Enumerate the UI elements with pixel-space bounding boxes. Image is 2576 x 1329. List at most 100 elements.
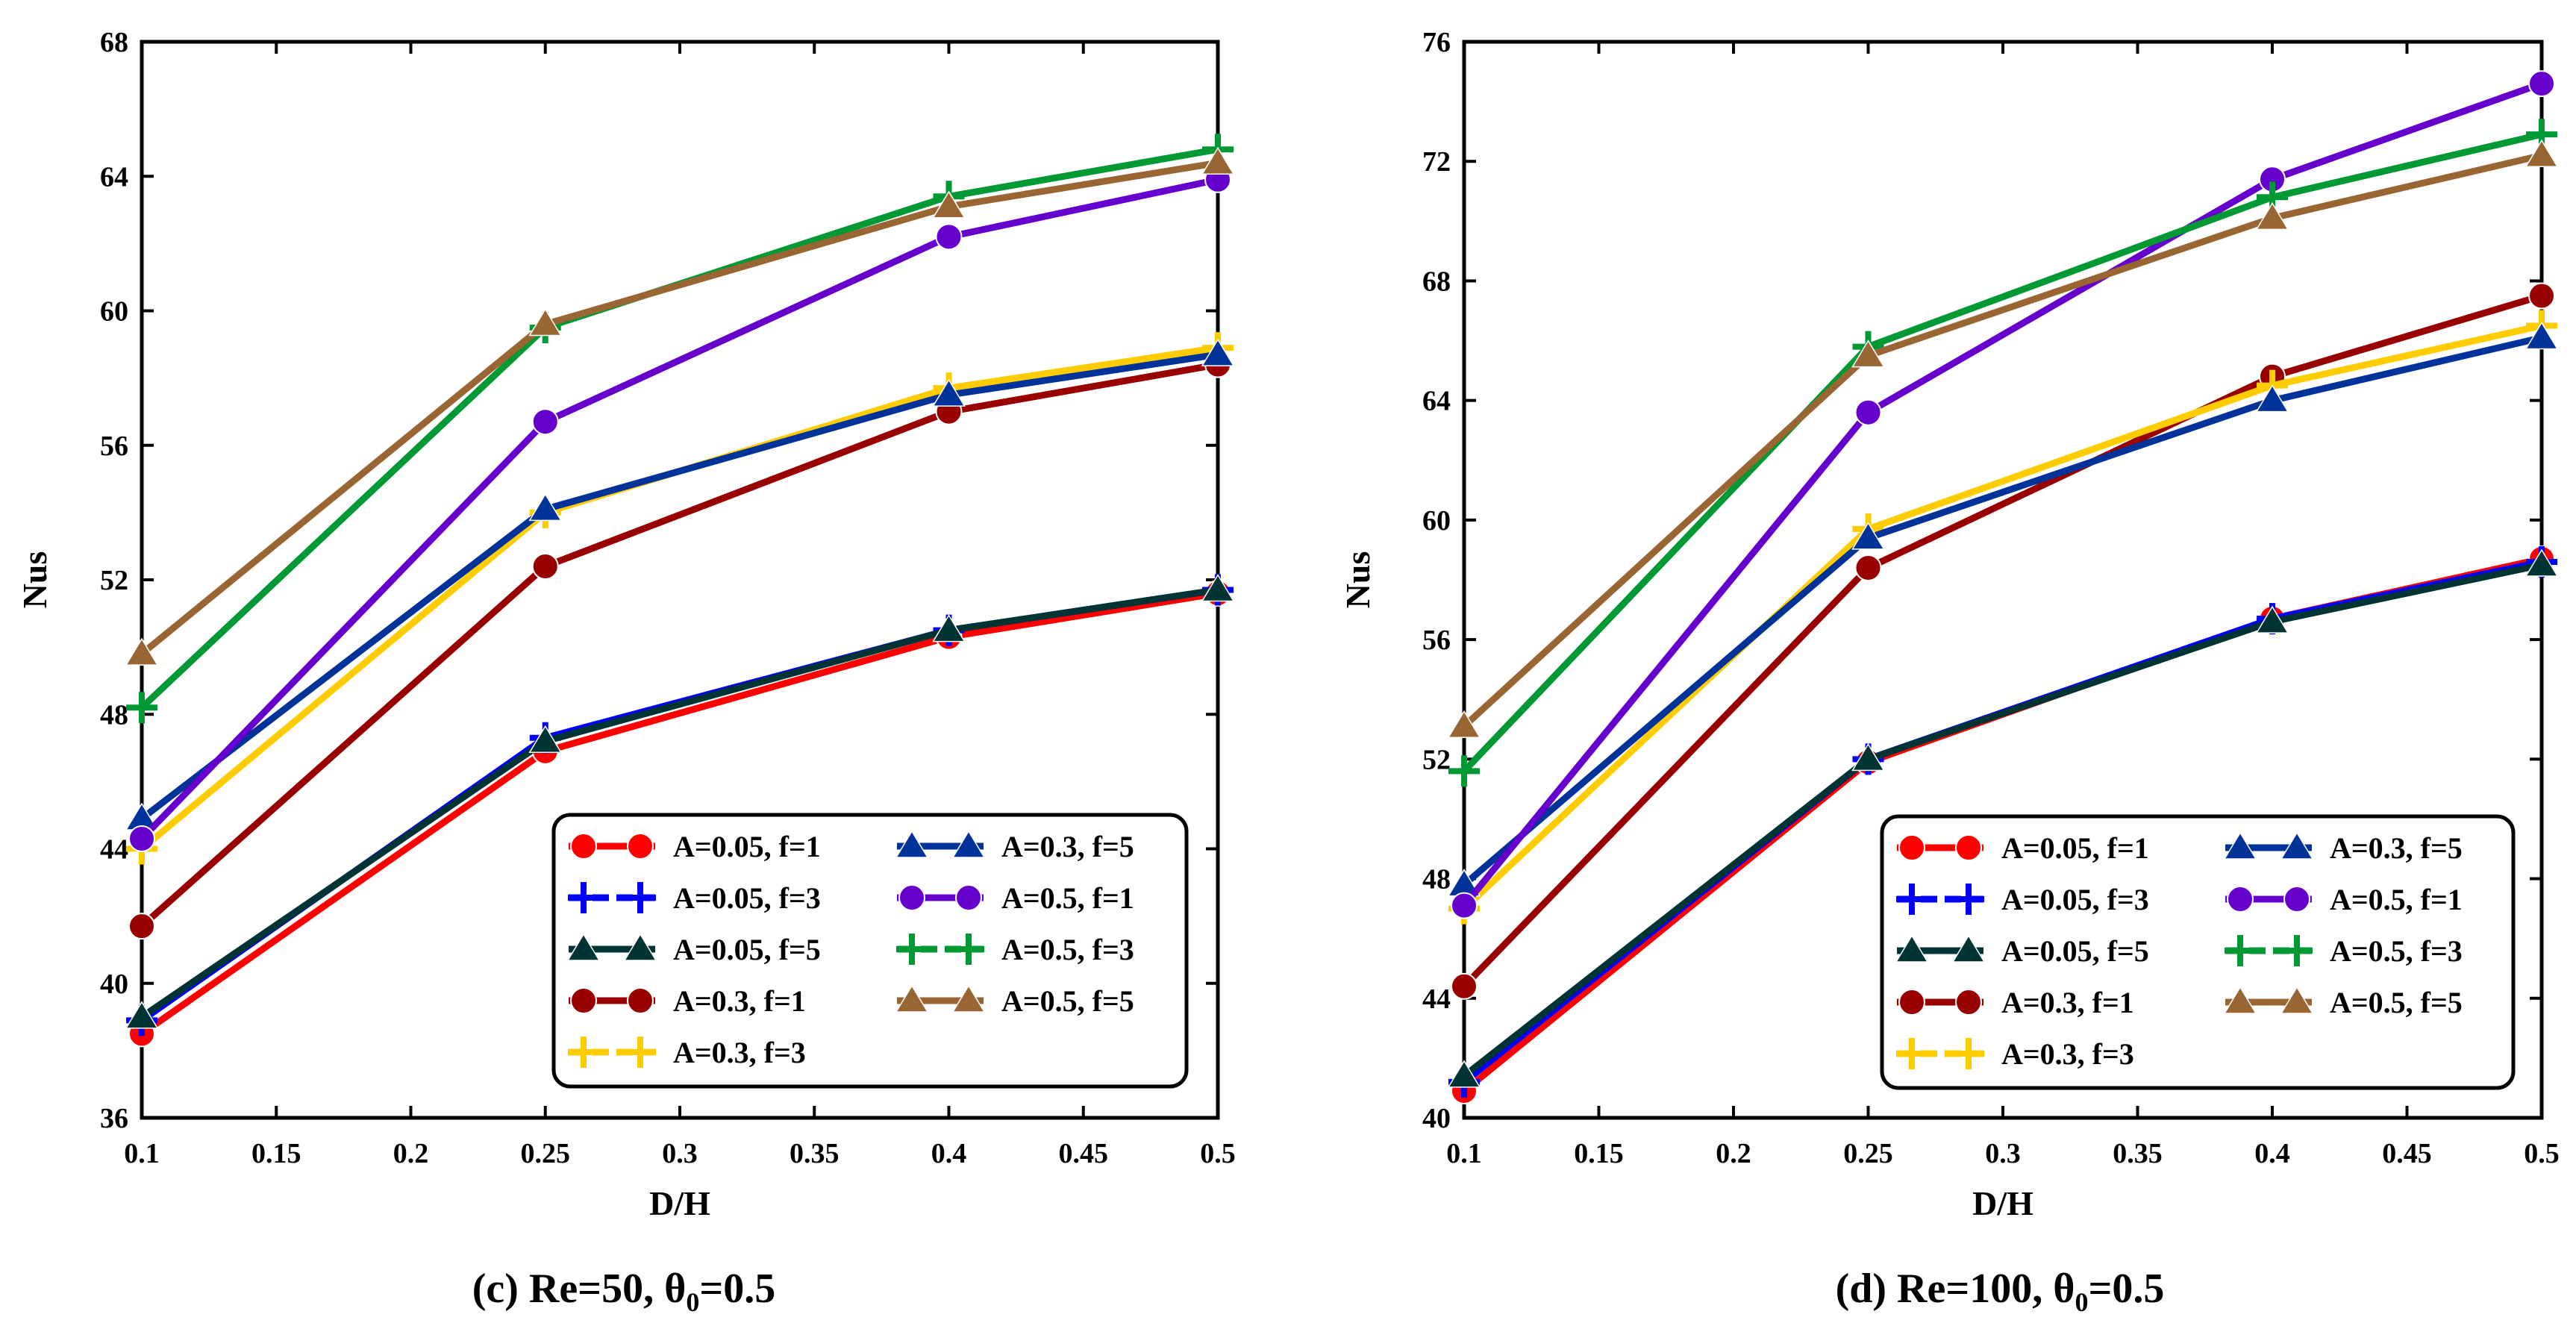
data-point-triangle bbox=[2525, 548, 2559, 577]
legend-label: A=0.5, f=3 bbox=[2330, 934, 2463, 968]
series-6 bbox=[128, 166, 1231, 852]
data-point-triangle bbox=[932, 614, 966, 642]
y-tick-label: 56 bbox=[100, 431, 128, 462]
legend-entry: A=0.3, f=5 bbox=[2223, 831, 2463, 865]
x-tick-label: 0.2 bbox=[1716, 1138, 1751, 1169]
legend-marker-triangle bbox=[2280, 831, 2314, 860]
data-point-circle bbox=[2528, 282, 2555, 310]
data-point-triangle bbox=[2255, 605, 2289, 634]
x-tick-label: 0.1 bbox=[1446, 1138, 1482, 1169]
y-tick-label: 56 bbox=[1422, 625, 1451, 656]
legend-entry: A=0.5, f=1 bbox=[2225, 883, 2463, 916]
legend-entry: A=0.05, f=3 bbox=[568, 881, 821, 915]
y-tick-label: 60 bbox=[100, 296, 128, 328]
legend-label: A=0.05, f=3 bbox=[673, 881, 821, 915]
chart-panel-d: 40 44 48 52 56 60 64 68 72 76 0.1 0.15 0.2 0.25 0.3 0.3… bbox=[1339, 27, 2560, 1317]
series-6 bbox=[1451, 70, 2555, 919]
data-point-circle bbox=[1854, 398, 1882, 426]
series-line bbox=[138, 361, 1222, 930]
legend-marker-triangle bbox=[623, 933, 657, 961]
legend-entry: A=0.3, f=3 bbox=[568, 1036, 806, 1069]
data-point-circle bbox=[531, 552, 559, 580]
legend-marker-circle bbox=[1898, 989, 1925, 1016]
legend-entry: A=0.3, f=1 bbox=[569, 984, 806, 1018]
y-tick-label: 48 bbox=[100, 699, 128, 731]
x-tick-label: 0.45 bbox=[1059, 1138, 1109, 1169]
legend-label: A=0.3, f=3 bbox=[673, 1036, 806, 1069]
legend-marker-triangle bbox=[1895, 934, 1929, 963]
data-point-circle bbox=[1451, 892, 1478, 919]
series-line bbox=[1460, 322, 2545, 913]
chart-panel-c: 36 40 44 48 52 56 60 64 68 0.1 0.15 0.2 0.25 0.3 0.35 0… bbox=[16, 27, 1236, 1317]
legend-entry: A=0.3, f=1 bbox=[1897, 986, 2134, 1019]
series-line bbox=[138, 146, 1222, 711]
y-tick-label: 72 bbox=[1422, 146, 1451, 178]
series-8 bbox=[1447, 139, 2559, 739]
legend-marker-triangle bbox=[895, 984, 929, 1013]
series-5 bbox=[1447, 322, 2559, 897]
x-tick-label: 0.35 bbox=[2113, 1138, 2163, 1169]
legend-label: A=0.05, f=5 bbox=[2001, 934, 2149, 968]
legend-marker-plus bbox=[2281, 935, 2313, 966]
data-point-circle bbox=[1854, 554, 1882, 581]
legend-marker-plus bbox=[568, 1036, 599, 1068]
legend-marker-triangle bbox=[2280, 986, 2314, 1014]
legend-entry: A=0.3, f=5 bbox=[895, 830, 1134, 863]
legend-marker-circle bbox=[898, 884, 925, 911]
y-tick-label: 40 bbox=[100, 969, 128, 1000]
legend-box bbox=[1880, 814, 2516, 1090]
legend-marker-plus bbox=[953, 934, 984, 965]
x-tick-label: 0.1 bbox=[124, 1138, 160, 1169]
x-axis-title: D/H bbox=[1972, 1184, 2033, 1222]
legend-label: A=0.5, f=1 bbox=[1001, 881, 1134, 915]
y-axis-title: Nus bbox=[1339, 551, 1377, 609]
legend-entry: A=0.5, f=3 bbox=[2225, 934, 2463, 968]
legend-marker-plus bbox=[625, 882, 656, 913]
x-tick-label: 0.35 bbox=[790, 1138, 840, 1169]
y-tick-label: 76 bbox=[1422, 27, 1451, 58]
legend-marker-triangle bbox=[566, 933, 601, 961]
y-axis-title: Nus bbox=[16, 551, 54, 609]
data-point-triangle bbox=[125, 637, 159, 666]
data-point-circle bbox=[935, 223, 963, 251]
x-tick-label: 0.4 bbox=[931, 1138, 967, 1169]
legend-label: A=0.5, f=5 bbox=[1001, 984, 1134, 1018]
legend-marker-plus bbox=[625, 1036, 656, 1068]
legend-label: A=0.5, f=1 bbox=[2330, 883, 2463, 916]
series-4 bbox=[126, 332, 1234, 865]
legend-marker-plus bbox=[568, 882, 599, 913]
legend-marker-triangle bbox=[2223, 986, 2257, 1014]
legend-entry: A=0.05, f=3 bbox=[1896, 883, 2149, 916]
y-tick-label: 40 bbox=[1422, 1103, 1451, 1134]
legend-entry: A=0.05, f=5 bbox=[1895, 934, 2149, 968]
series-line bbox=[138, 590, 1222, 1037]
legend-marker-plus bbox=[1896, 1038, 1928, 1069]
data-point-triangle bbox=[1851, 340, 1885, 368]
y-tick-label: 52 bbox=[1422, 744, 1451, 775]
data-point-triangle bbox=[1851, 522, 1885, 550]
y-tick-label: 48 bbox=[1422, 864, 1451, 895]
legend-marker-circle bbox=[570, 987, 597, 1014]
series-5 bbox=[125, 338, 1235, 831]
y-tick-label: 60 bbox=[1422, 505, 1451, 537]
data-point-triangle bbox=[528, 308, 563, 337]
series-line bbox=[138, 159, 1222, 657]
x-tick-label: 0.25 bbox=[521, 1138, 571, 1169]
legend-entry: A=0.05, f=1 bbox=[569, 830, 821, 863]
legend-marker-circle bbox=[1898, 834, 1925, 861]
legend-label: A=0.3, f=5 bbox=[2330, 831, 2463, 865]
data-point-triangle bbox=[1447, 710, 1481, 739]
legend-label: A=0.05, f=1 bbox=[673, 830, 821, 863]
legend-label: A=0.05, f=1 bbox=[2001, 831, 2149, 865]
legend-entry: A=0.05, f=1 bbox=[1897, 831, 2149, 865]
legend-entry: A=0.3, f=3 bbox=[1896, 1037, 2134, 1071]
y-tick-label: 36 bbox=[100, 1103, 128, 1134]
data-point-triangle bbox=[528, 725, 563, 754]
series-2 bbox=[1447, 548, 2559, 1088]
series-line bbox=[138, 587, 1222, 1021]
data-point-triangle bbox=[528, 492, 563, 522]
legend-label: A=0.5, f=3 bbox=[1001, 933, 1134, 966]
series-7 bbox=[126, 134, 1234, 724]
panel-caption: (c) Re=50, θ0=0.5 bbox=[472, 1266, 776, 1317]
